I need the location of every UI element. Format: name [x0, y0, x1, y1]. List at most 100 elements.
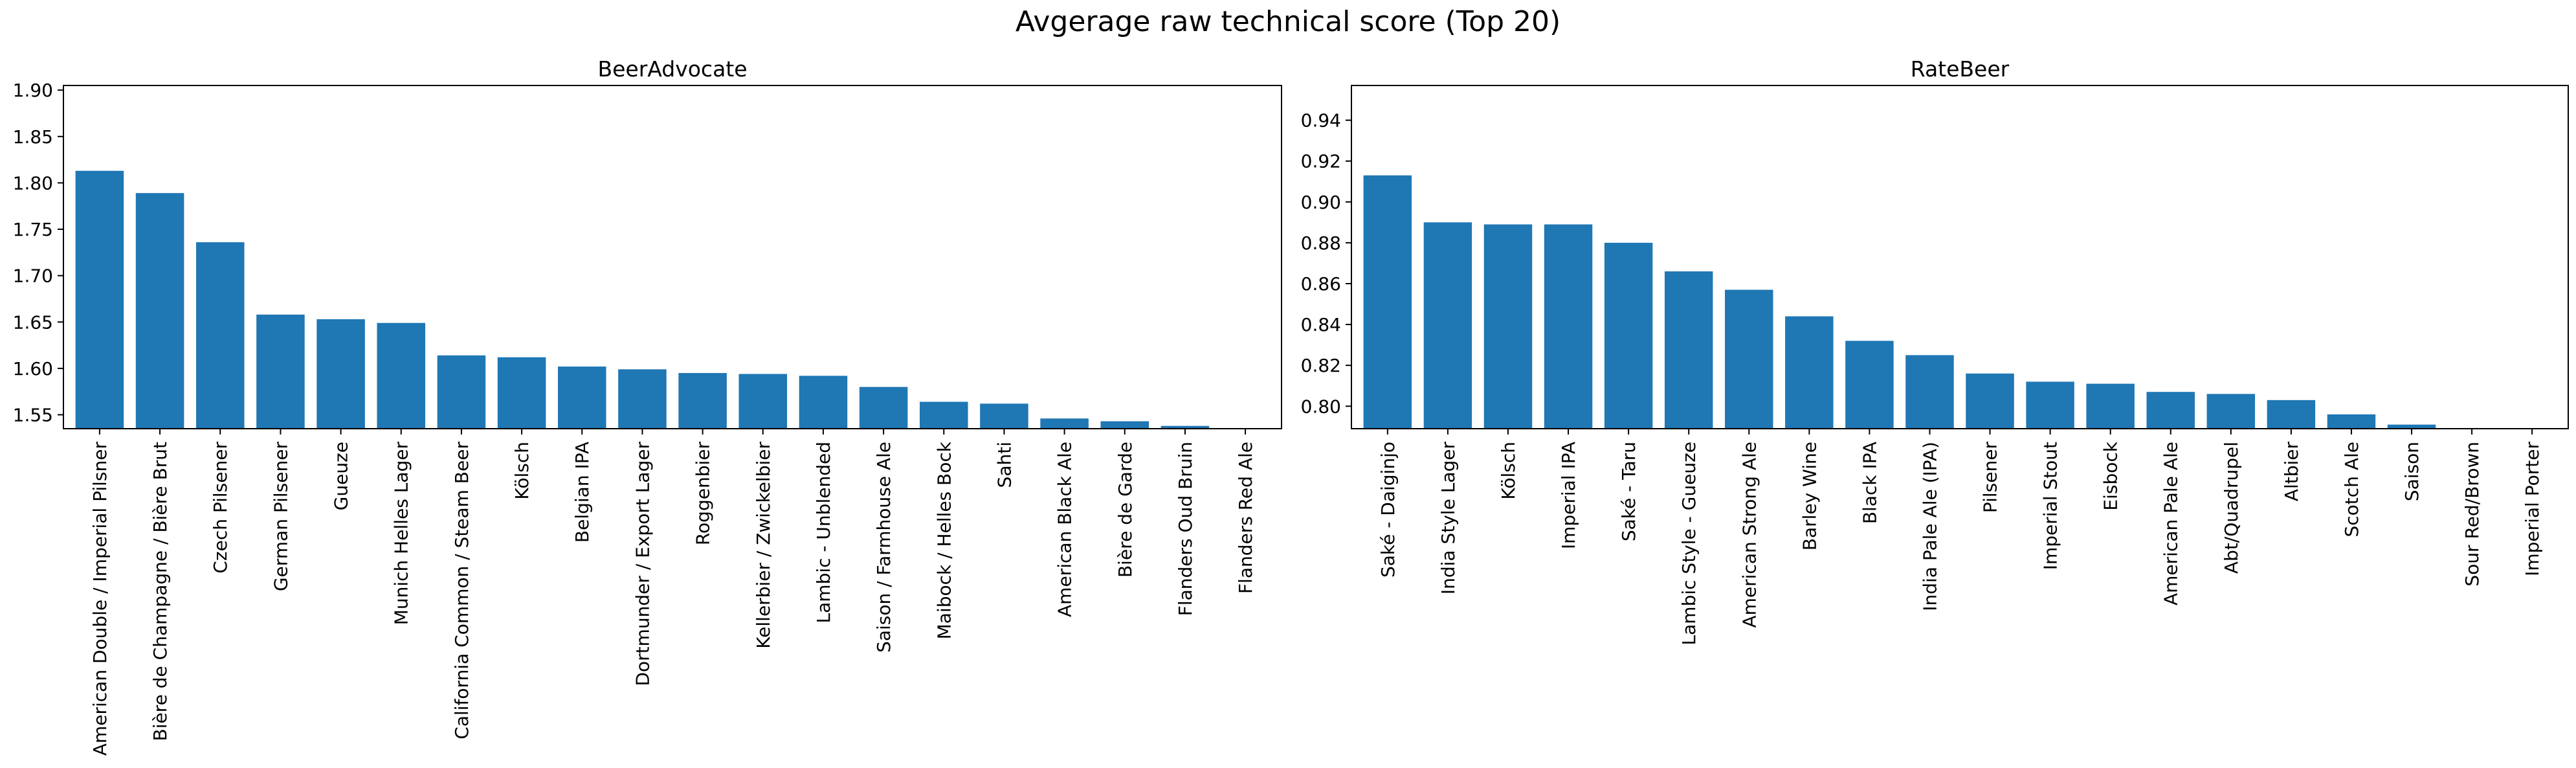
bar-roggenbier — [678, 373, 727, 429]
y-tick-label: 1.75 — [13, 219, 53, 240]
x-tick-label: Saison — [2401, 442, 2423, 501]
bar-maibock-helles-bock — [919, 401, 968, 429]
y-tick-label: 0.82 — [1301, 355, 1341, 376]
bar-dortmunder-export-lager — [618, 369, 667, 429]
bar-altbier — [2267, 400, 2316, 429]
x-tick-label: India Style Lager — [1438, 442, 1459, 595]
bar-india-pale-ale-ipa — [1905, 355, 1954, 429]
x-tick-label: Imperial Porter — [2522, 442, 2543, 576]
bar-saison — [2387, 424, 2436, 429]
x-tick-label: California Common / Steam Beer — [451, 442, 472, 740]
bar-pilsener — [1966, 373, 2014, 429]
y-tick-label: 1.65 — [13, 311, 53, 333]
x-tick-label: American Black Ale — [1054, 442, 1076, 617]
bar-saison-farmhouse-ale — [859, 387, 908, 429]
x-tick-label: German Pilsener — [270, 442, 291, 592]
y-tick-label: 1.55 — [13, 405, 53, 426]
x-tick-label: Eisbock — [2100, 441, 2122, 510]
bar-czech-pilsener — [195, 242, 245, 429]
y-tick-label: 0.80 — [1301, 396, 1341, 417]
bar-munich-helles-lager — [377, 322, 426, 429]
bar-india-style-lager — [1423, 222, 1472, 429]
bar-gueuze — [316, 319, 365, 429]
bar-sake-daiginjo — [1363, 175, 1412, 429]
y-tick-label: 0.84 — [1301, 314, 1341, 335]
bar-biere-de-garde — [1100, 421, 1149, 429]
bar-flanders-oud-bruin — [1160, 425, 1210, 429]
x-tick-label: Bière de Champagne / Bière Brut — [150, 442, 171, 741]
x-tick-label: American Double / Imperial Pilsner — [89, 442, 111, 756]
beeradvocate-chart: 1.55 1.60 1.65 1.70 1.75 1.80 1.85 1.90 American… — [13, 56, 1282, 756]
x-tick-label: Munich Helles Lager — [391, 442, 412, 626]
x-tick-label: American Strong Ale — [1738, 442, 1760, 628]
x-tick-label: Kellerbier / Zwickelbier — [753, 442, 774, 649]
x-tick-label: Belgian IPA — [572, 442, 593, 543]
bar-german-pilsener — [256, 314, 305, 429]
y-tick-label: 0.86 — [1301, 273, 1341, 295]
x-tick-label: Saké - Taru — [1618, 442, 1639, 541]
y-tick-label: 0.94 — [1301, 110, 1341, 131]
axes-frame — [63, 85, 1282, 429]
y-tick-label: 0.88 — [1301, 232, 1341, 254]
x-tick-label: Imperial Stout — [2040, 442, 2061, 570]
x-tick-label: Lambic - Unblended — [813, 442, 834, 623]
x-tick-label: Bière de Garde — [1115, 442, 1136, 578]
x-tick-label: Sahti — [994, 442, 1015, 488]
x-tick-label: Sour Red/Brown — [2461, 442, 2483, 587]
x-tick-label: Black IPA — [1859, 442, 1880, 524]
bar-imperial-stout — [2026, 381, 2074, 429]
y-tick-label: 0.90 — [1301, 192, 1341, 213]
x-tick-label: Barley Wine — [1799, 442, 1820, 550]
x-tick-label: Saké - Daiginjo — [1377, 442, 1399, 578]
x-tick-label: Scotch Ale — [2341, 442, 2362, 537]
x-tick-label: Altbier — [2281, 442, 2302, 502]
bars — [1363, 175, 2436, 429]
y-tick-label: 1.60 — [13, 358, 53, 379]
y-tick-label: 1.80 — [13, 172, 53, 194]
x-tick-label: Dortmunder / Export Lager — [632, 442, 653, 686]
x-tick-label: Abt/Quadrupel — [2221, 442, 2242, 574]
bar-barley-wine — [1785, 316, 1834, 429]
bar-imperial-ipa — [1544, 224, 1593, 429]
x-tick-label: Lambic Style - Gueuze — [1678, 442, 1700, 645]
bar-kellerbier-zwickelbier — [738, 374, 788, 429]
x-tick-label: Roggenbier — [693, 442, 714, 546]
chart-title: RateBeer — [1911, 56, 2010, 82]
x-tick-label: Saison / Farmhouse Ale — [873, 442, 894, 653]
bar-lambic-style-gueuze — [1664, 271, 1713, 429]
x-tick-label: Maibock / Helles Bock — [933, 441, 955, 639]
x-tick-label: Czech Pilsener — [210, 442, 231, 574]
bar-sake-taru — [1604, 242, 1653, 429]
x-tick-label: Flanders Oud Bruin — [1175, 442, 1196, 616]
bar-abt-quadrupel — [2206, 394, 2256, 429]
bar-black-ipa — [1845, 341, 1894, 429]
bar-american-black-ale — [1040, 418, 1089, 429]
bar-kolsch — [497, 357, 546, 429]
x-tick-label: Kölsch — [511, 442, 533, 500]
y-tick-label: 1.90 — [13, 80, 53, 101]
y-tick-label: 0.92 — [1301, 151, 1341, 172]
y-tick-label: 1.85 — [13, 126, 53, 148]
x-tick-label: India Pale Ale (IPA) — [1919, 442, 1940, 611]
x-tick-label: Gueuze — [331, 442, 352, 510]
bar-american-double-imperial-pilsner — [75, 170, 124, 429]
bar-sahti — [980, 403, 1028, 429]
x-tick-label: Imperial IPA — [1558, 442, 1579, 549]
bar-scotch-ale — [2327, 414, 2376, 429]
bar-biere-de-champagne-biere-brut — [135, 193, 184, 429]
y-tick-label: 1.70 — [13, 265, 53, 287]
figure-title: Avgerage raw technical score (Top 20) — [1015, 5, 1561, 38]
chart-title: BeerAdvocate — [597, 56, 747, 82]
bars — [75, 170, 1210, 429]
x-tick-label: Pilsener — [1980, 442, 2001, 514]
axes-frame — [1351, 85, 2569, 429]
x-tick-label: Flanders Red Ale — [1235, 442, 1256, 594]
bar-lambic-unblended — [799, 376, 848, 429]
x-tick-label: American Pale Ale — [2160, 442, 2182, 605]
ratebeer-chart: 0.80 0.82 0.84 0.86 0.88 0.90 0.92 0.94 Saké - D… — [1301, 56, 2569, 645]
bar-american-strong-ale — [1725, 289, 1773, 429]
bar-american-pale-ale — [2146, 392, 2195, 429]
bar-california-common-steam-beer — [437, 355, 486, 429]
bar-eisbock — [2086, 383, 2135, 429]
